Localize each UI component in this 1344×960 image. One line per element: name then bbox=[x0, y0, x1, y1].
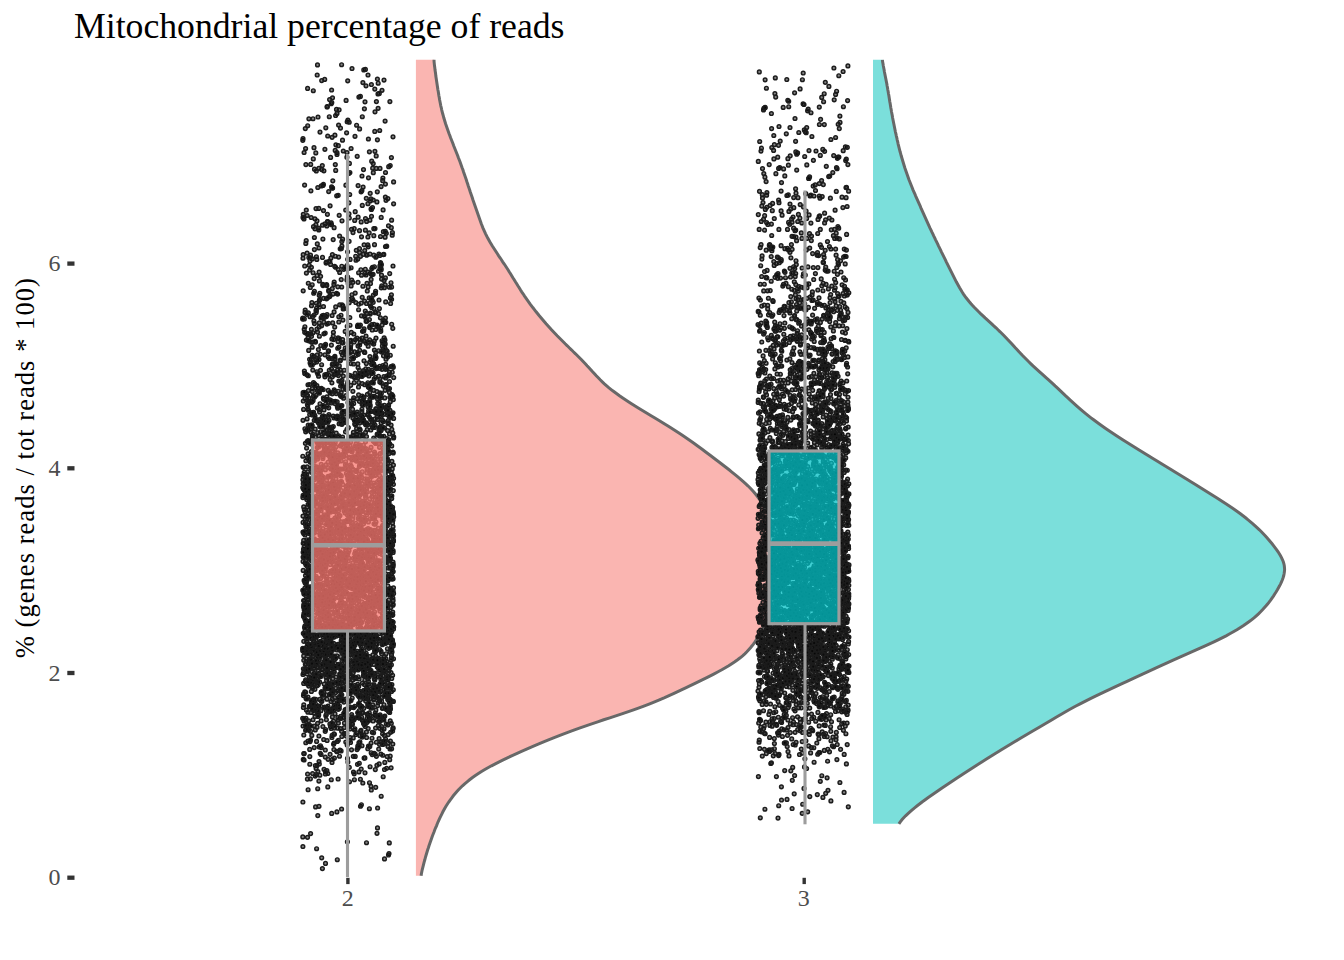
svg-text:Mitochondrial percentage of re: Mitochondrial percentage of reads bbox=[74, 6, 565, 46]
svg-text:6: 6 bbox=[49, 250, 61, 276]
svg-text:3: 3 bbox=[798, 885, 810, 911]
svg-text:0: 0 bbox=[49, 864, 61, 890]
svg-text:2: 2 bbox=[342, 885, 354, 911]
svg-text:% (genes reads / tot reads * 1: % (genes reads / tot reads * 100) bbox=[10, 278, 40, 658]
svg-text:2: 2 bbox=[49, 660, 61, 686]
svg-text:4: 4 bbox=[49, 455, 61, 481]
